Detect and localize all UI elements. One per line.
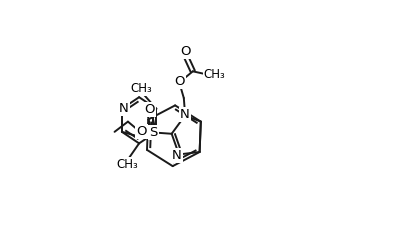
Text: N: N (180, 108, 190, 121)
Text: N: N (119, 102, 129, 115)
Text: CH₃: CH₃ (204, 68, 225, 81)
Text: CH₃: CH₃ (116, 158, 138, 171)
Text: CH₃: CH₃ (130, 82, 152, 95)
Text: O: O (136, 125, 147, 138)
Text: N: N (172, 149, 182, 162)
Text: O: O (180, 45, 191, 58)
Text: S: S (149, 126, 158, 139)
Text: O: O (144, 103, 155, 116)
Text: O: O (174, 75, 185, 87)
